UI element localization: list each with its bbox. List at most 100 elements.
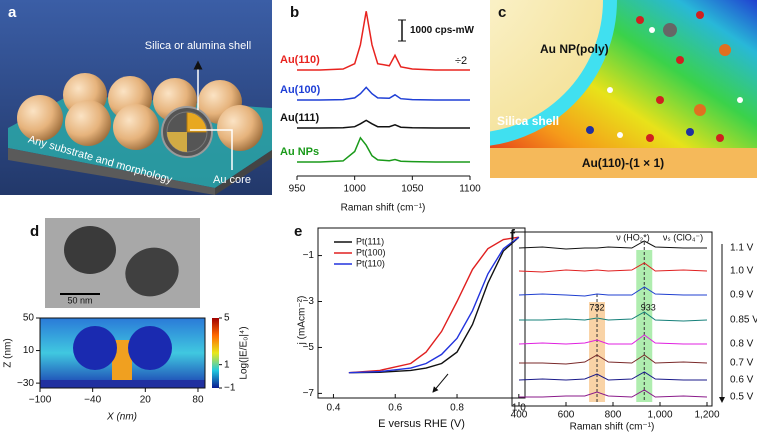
series-label: Au(100) xyxy=(280,84,321,96)
series-label: 0.8 V xyxy=(730,339,754,350)
scale-label: 50 nm xyxy=(67,295,92,305)
x-tick-label: 0.8 xyxy=(450,403,464,414)
surface-label: Au(110)-(1 × 1) xyxy=(582,156,664,170)
particle-field xyxy=(128,326,172,370)
spectrum xyxy=(518,240,707,250)
series-label: Au(111) xyxy=(280,112,319,124)
peak-label: 933 xyxy=(641,302,656,312)
panel-letter: e xyxy=(294,223,302,240)
arrow xyxy=(432,373,449,393)
spheres xyxy=(17,73,263,158)
x-tick-label: 80 xyxy=(192,395,204,406)
molecules xyxy=(586,11,743,142)
substrate-side xyxy=(215,150,272,195)
line xyxy=(348,236,520,374)
series-label: 1.0 V xyxy=(730,266,754,277)
y-tick-label: 10 xyxy=(23,345,35,356)
np-label: Au NP(poly) xyxy=(540,42,609,56)
y-axis-label: Z (nm) xyxy=(3,338,14,367)
plot-frame xyxy=(511,231,713,407)
substrate-field xyxy=(40,380,205,388)
particle xyxy=(125,247,179,297)
y-tick-label: −5 xyxy=(303,342,315,353)
x-tick-label: 1000 xyxy=(344,184,367,195)
x-tick-label: 1,200 xyxy=(694,410,719,421)
peak-label: 732 xyxy=(590,302,605,312)
surface-band xyxy=(490,148,757,178)
legend-label: Pt(111) xyxy=(356,236,384,246)
panel-a: a Silica or alumina shell Any substrate … xyxy=(0,0,272,195)
series-label: 0.85 V xyxy=(730,315,757,326)
spectrum xyxy=(518,286,707,297)
scale-label: 1000 cps-mW xyxy=(410,25,474,36)
spectrum xyxy=(297,119,470,129)
series-label: Au(110) xyxy=(280,54,320,66)
x-tick-label: 0.6 xyxy=(388,403,402,414)
colorbar-tick-label: 5 xyxy=(224,313,230,324)
spectrum xyxy=(519,311,708,322)
panel-c xyxy=(490,0,757,178)
x-tick-label: 1,000 xyxy=(647,410,672,421)
series-label: Au NPs xyxy=(280,146,319,158)
line xyxy=(348,236,520,374)
colorbar-tick-label: 1 xyxy=(224,359,230,370)
panel-letter: f xyxy=(510,227,516,244)
x-tick-label: 950 xyxy=(289,184,306,195)
x-tick-label: −40 xyxy=(84,395,101,406)
series-label: 1.1 V xyxy=(730,243,754,254)
x-tick-label: 400 xyxy=(511,410,528,421)
series-label: 0.6 V xyxy=(730,375,754,386)
spectrum xyxy=(518,262,708,273)
x-axis-label: Raman shift (cm⁻¹) xyxy=(570,422,655,433)
x-tick-label: 1.0 xyxy=(512,403,526,414)
colorbar-tick-label: −1 xyxy=(224,383,236,394)
y-tick-label: −30 xyxy=(17,378,34,389)
legend-label: Pt(110) xyxy=(356,258,385,268)
spectrum xyxy=(297,11,470,71)
spectrum xyxy=(519,354,708,365)
annotation: ÷2 xyxy=(455,55,467,67)
annotation: ν (HO₂*) xyxy=(616,232,650,242)
x-tick-label: −100 xyxy=(29,395,52,406)
y-tick-label: −7 xyxy=(303,388,315,399)
shell-label: Silica or alumina shell xyxy=(145,40,251,52)
spectrum xyxy=(297,136,470,163)
panel-letter: c xyxy=(498,4,506,21)
y-tick-label: −3 xyxy=(303,296,315,307)
series-label: 0.5 V xyxy=(730,392,754,403)
y-tick-label: 50 xyxy=(23,313,35,324)
spectrum xyxy=(297,86,470,101)
pointer xyxy=(190,129,233,170)
x-axis-label: E versus RHE (V) xyxy=(378,418,465,430)
annotation: νₛ (ClO₄⁻) xyxy=(663,232,703,242)
spectrum xyxy=(518,371,707,381)
plot-frame xyxy=(39,317,206,389)
plot-frame xyxy=(317,227,526,399)
y-tick-label: −1 xyxy=(303,250,315,261)
x-tick-label: 0.4 xyxy=(326,403,340,414)
x-axis-label: X (nm) xyxy=(106,412,137,423)
hotspot xyxy=(112,340,132,384)
colorbar-label: Log(|E/E₀|⁴) xyxy=(239,326,250,379)
panel-letter: b xyxy=(290,4,299,21)
series-label: 0.9 V xyxy=(730,290,754,301)
spectrum xyxy=(518,334,707,345)
panel-letter: d xyxy=(30,223,39,240)
core-label: Au core xyxy=(213,174,251,186)
y-axis-label: j (mAcm⁻²) xyxy=(297,296,308,346)
substrate-front xyxy=(8,148,215,195)
x-tick-label: 800 xyxy=(605,410,622,421)
x-tick-label: 20 xyxy=(140,395,152,406)
shell-label: Silica shell xyxy=(497,114,559,128)
x-tick-label: 1100 xyxy=(459,184,481,195)
x-tick-label: 1050 xyxy=(401,184,424,195)
particle-field xyxy=(73,326,117,370)
line xyxy=(348,236,519,374)
particle xyxy=(64,226,116,274)
x-tick-label: 600 xyxy=(558,410,575,421)
nanoparticle xyxy=(490,0,617,146)
colorbar xyxy=(212,318,219,388)
peak-band xyxy=(636,250,653,402)
x-axis-label: Raman shift (cm⁻¹) xyxy=(341,203,426,214)
